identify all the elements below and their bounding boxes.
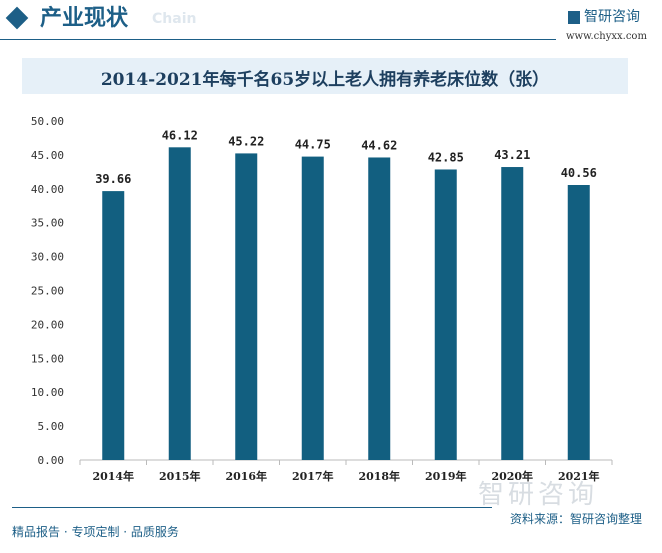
data-label: 39.66 — [95, 172, 131, 186]
y-tick-label: 15.00 — [31, 352, 64, 365]
bar — [501, 167, 524, 460]
x-tick-label: 2019年 — [425, 469, 467, 483]
footer-slogan: 精品报告 · 专项定制 · 品质服务 — [12, 525, 179, 539]
y-tick-label: 20.00 — [31, 318, 64, 331]
x-tick-label: 2018年 — [358, 469, 400, 483]
bar — [567, 185, 590, 460]
data-source: 资料来源：智研咨询整理 — [510, 512, 643, 526]
watermark: 智研咨询 — [478, 480, 599, 510]
header-title: 产业现状 — [40, 5, 129, 31]
x-tick-label: 2016年 — [225, 469, 267, 483]
x-tick-label: 2015年 — [159, 469, 201, 483]
logo-text: 智研咨询 — [584, 9, 640, 25]
y-tick-label: 5.00 — [38, 420, 65, 433]
data-label: 43.21 — [494, 148, 530, 162]
data-label: 45.22 — [228, 134, 264, 148]
header-divider — [0, 39, 556, 40]
x-tick-label: 2020年 — [491, 469, 533, 483]
y-tick-label: 10.00 — [31, 386, 64, 399]
chart-title-box: 2014-2021年每千名65岁以上老人拥有养老床位数（张） — [22, 58, 628, 94]
bar — [368, 157, 391, 461]
bar — [102, 191, 125, 460]
bar — [434, 169, 457, 461]
chart-title: 2014-2021年每千名65岁以上老人拥有养老床位数（张） — [100, 70, 550, 90]
y-tick-label: 50.00 — [31, 115, 64, 128]
y-tick-label: 0.00 — [38, 454, 65, 467]
y-tick-label: 40.00 — [31, 183, 64, 196]
data-label: 40.56 — [561, 166, 597, 180]
footer-divider — [12, 507, 492, 508]
logo-icon — [568, 10, 580, 24]
bar — [235, 153, 258, 461]
x-tick-label: 2014年 — [92, 469, 134, 483]
y-tick-label: 45.00 — [31, 149, 64, 162]
data-label: 44.62 — [361, 138, 397, 152]
x-tick-label: 2017年 — [292, 469, 334, 483]
x-tick-label: 2021年 — [558, 469, 600, 483]
y-tick-label: 25.00 — [31, 285, 64, 298]
bar — [301, 156, 324, 460]
website-url: www.chyxx.com — [566, 31, 647, 42]
logo: 智研咨询 — [568, 8, 640, 26]
data-label: 42.85 — [428, 150, 464, 164]
data-label: 46.12 — [162, 128, 198, 142]
bar — [168, 147, 191, 460]
data-label: 44.75 — [295, 138, 331, 152]
y-tick-label: 35.00 — [31, 217, 64, 230]
header-subtitle: Chain — [152, 11, 197, 27]
y-tick-label: 30.00 — [31, 251, 64, 264]
